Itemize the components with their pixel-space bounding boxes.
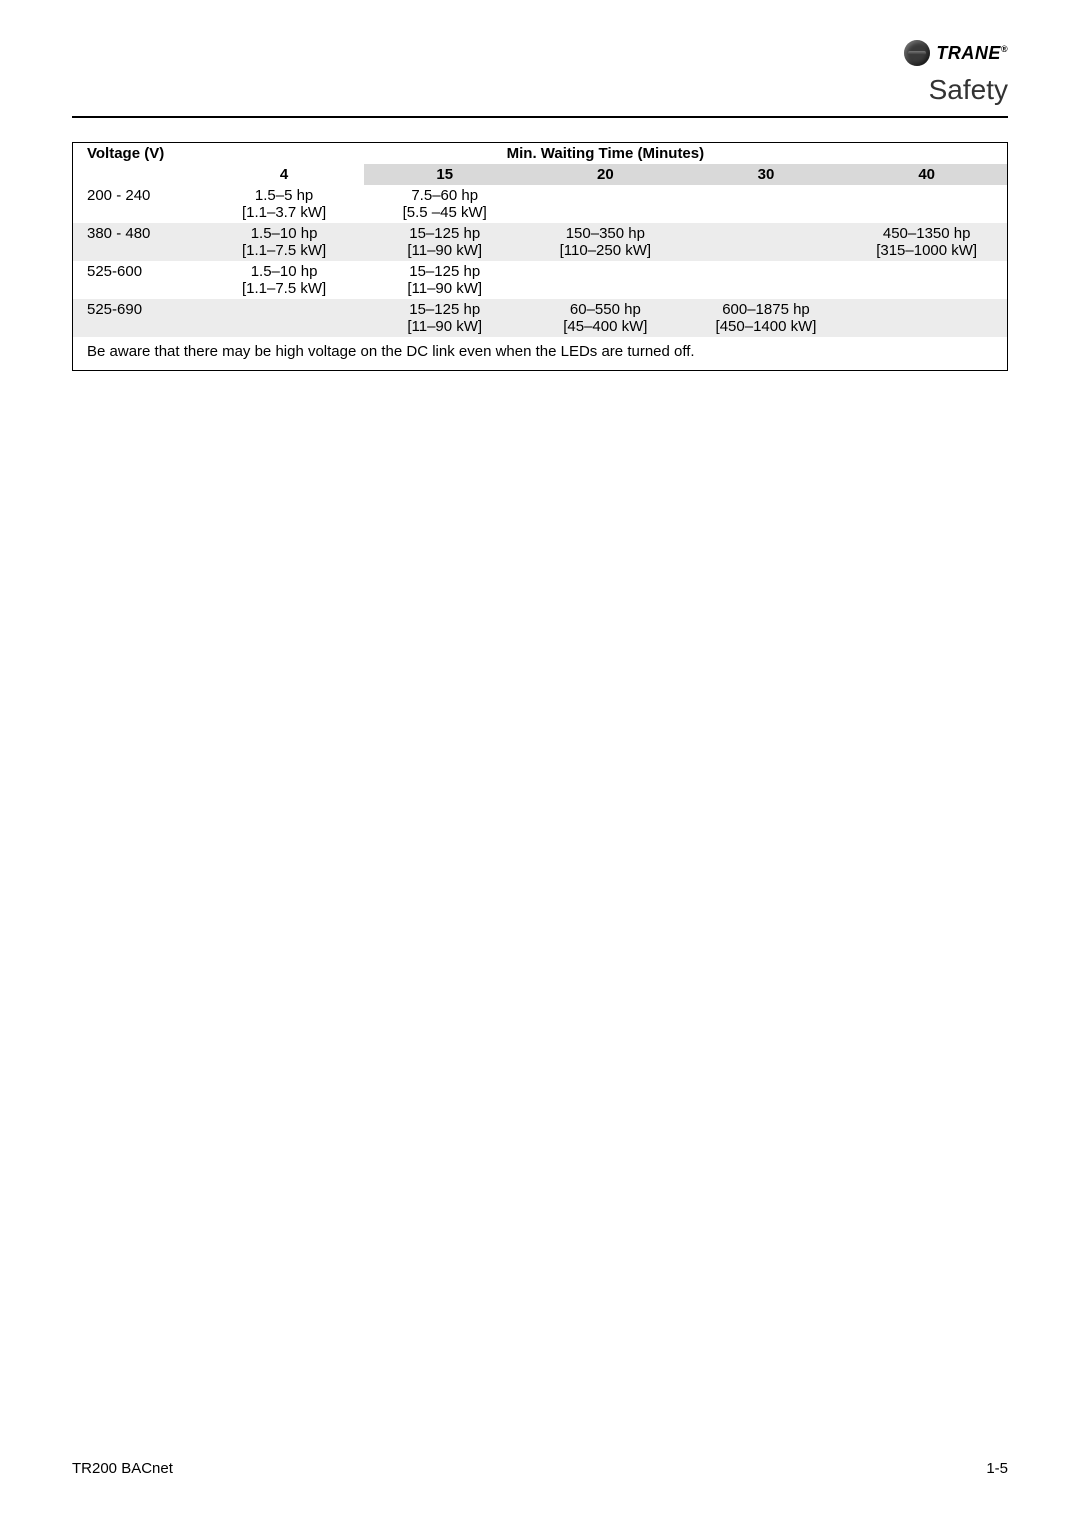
header-rule (72, 116, 1008, 118)
cell-kw: [450–1400 kW] (694, 318, 839, 335)
cell-hp: 1.5–5 hp (212, 187, 357, 204)
col-header-voltage: Voltage (V) (73, 143, 204, 185)
cell-kw: [315–1000 kW] (854, 242, 999, 259)
data-cell: 450–1350 hp[315–1000 kW] (846, 223, 1007, 261)
cell-hp: 450–1350 hp (854, 225, 999, 242)
table-row: 200 - 2401.5–5 hp[1.1–3.7 kW]7.5–60 hp[5… (73, 185, 1007, 223)
data-cell (846, 185, 1007, 223)
brand-registered-mark: ® (1001, 44, 1008, 54)
waiting-time-table-container: Voltage (V) Min. Waiting Time (Minutes) … (72, 142, 1008, 371)
data-cell: 15–125 hp[11–90 kW] (364, 223, 525, 261)
time-column-header: 30 (686, 164, 847, 185)
brand-name: TRANE® (936, 43, 1008, 64)
time-column-header: 15 (364, 164, 525, 185)
table-note: Be aware that there may be high voltage … (73, 337, 1007, 370)
brand-logo: TRANE® (904, 40, 1008, 66)
time-column-header: 40 (846, 164, 1007, 185)
cell-kw: [1.1–7.5 kW] (212, 280, 357, 297)
data-cell: 1.5–10 hp[1.1–7.5 kW] (204, 223, 365, 261)
section-title: Safety (929, 74, 1008, 106)
cell-kw: [45–400 kW] (533, 318, 678, 335)
data-cell (846, 299, 1007, 337)
cell-hp: 7.5–60 hp (372, 187, 517, 204)
table-row: 525-69015–125 hp[11–90 kW]60–550 hp[45–4… (73, 299, 1007, 337)
table-note-row: Be aware that there may be high voltage … (73, 337, 1007, 370)
voltage-cell: 525-600 (73, 261, 204, 299)
table-head: Voltage (V) Min. Waiting Time (Minutes) … (73, 143, 1007, 185)
data-cell: 1.5–5 hp[1.1–3.7 kW] (204, 185, 365, 223)
document-page: TRANE® Safety Voltage (V) Min. Waiting T… (0, 0, 1080, 1527)
waiting-time-table: Voltage (V) Min. Waiting Time (Minutes) … (73, 143, 1007, 370)
data-cell: 60–550 hp[45–400 kW] (525, 299, 686, 337)
cell-kw: [11–90 kW] (372, 242, 517, 259)
data-cell: 15–125 hp[11–90 kW] (364, 299, 525, 337)
cell-kw: [110–250 kW] (533, 242, 678, 259)
voltage-cell: 200 - 240 (73, 185, 204, 223)
time-column-header: 4 (204, 164, 365, 185)
table-body: 200 - 2401.5–5 hp[1.1–3.7 kW]7.5–60 hp[5… (73, 185, 1007, 370)
footer-left: TR200 BACnet (72, 1460, 173, 1477)
cell-hp: 1.5–10 hp (212, 263, 357, 280)
data-cell: 150–350 hp[110–250 kW] (525, 223, 686, 261)
data-cell (204, 299, 365, 337)
cell-hp: 15–125 hp (372, 225, 517, 242)
data-cell (846, 261, 1007, 299)
data-cell: 15–125 hp[11–90 kW] (364, 261, 525, 299)
cell-kw: [1.1–7.5 kW] (212, 242, 357, 259)
col-header-waiting: Min. Waiting Time (Minutes) (204, 143, 1007, 164)
cell-hp: 15–125 hp (372, 263, 517, 280)
data-cell (525, 185, 686, 223)
cell-kw: [5.5 –45 kW] (372, 204, 517, 221)
voltage-cell: 380 - 480 (73, 223, 204, 261)
cell-hp: 60–550 hp (533, 301, 678, 318)
cell-kw: [11–90 kW] (372, 280, 517, 297)
page-footer: TR200 BACnet 1-5 (72, 1460, 1008, 1477)
data-cell: 7.5–60 hp[5.5 –45 kW] (364, 185, 525, 223)
cell-kw: [1.1–3.7 kW] (212, 204, 357, 221)
data-cell: 600–1875 hp[450–1400 kW] (686, 299, 847, 337)
data-cell (686, 223, 847, 261)
data-cell (686, 185, 847, 223)
time-columns-row: 415203040 (73, 164, 1007, 185)
data-cell: 1.5–10 hp[1.1–7.5 kW] (204, 261, 365, 299)
table-row: 525-6001.5–10 hp[1.1–7.5 kW]15–125 hp[11… (73, 261, 1007, 299)
data-cell (686, 261, 847, 299)
brand-name-text: TRANE (936, 43, 1001, 63)
data-cell (525, 261, 686, 299)
footer-right: 1-5 (986, 1460, 1008, 1477)
cell-hp: 150–350 hp (533, 225, 678, 242)
cell-hp: 15–125 hp (372, 301, 517, 318)
voltage-cell: 525-690 (73, 299, 204, 337)
page-header: TRANE® Safety (72, 40, 1008, 110)
brand-logo-icon (904, 40, 930, 66)
table-row: 380 - 4801.5–10 hp[1.1–7.5 kW]15–125 hp[… (73, 223, 1007, 261)
cell-hp: 600–1875 hp (694, 301, 839, 318)
cell-kw: [11–90 kW] (372, 318, 517, 335)
time-column-header: 20 (525, 164, 686, 185)
cell-hp: 1.5–10 hp (212, 225, 357, 242)
